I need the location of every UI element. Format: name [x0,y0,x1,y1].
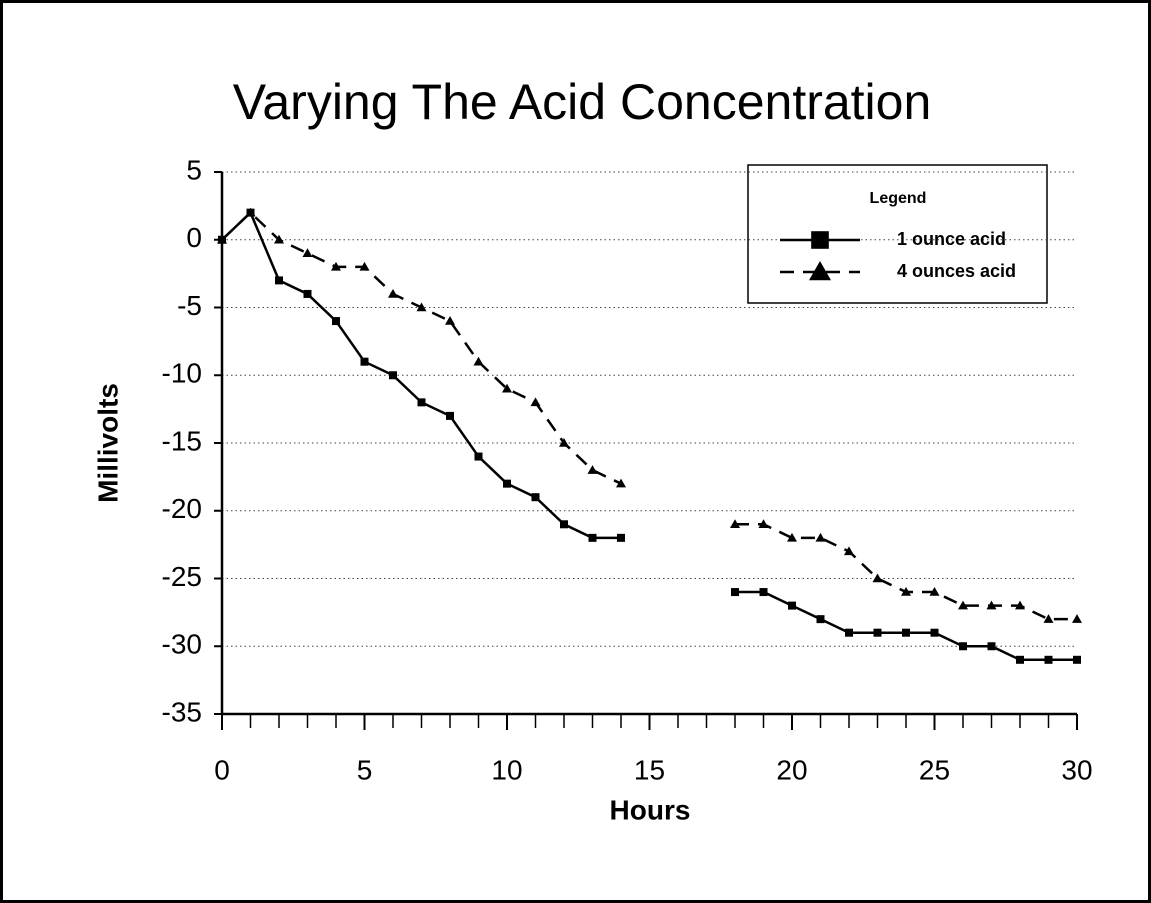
marker [531,493,540,502]
marker [902,628,910,637]
marker [873,628,882,637]
marker [616,478,626,488]
y-tick-label: 5 [186,154,202,185]
marker [274,234,284,244]
marker [759,588,768,597]
marker [588,533,597,542]
marker [445,316,455,325]
y-tick-label: -25 [162,561,202,592]
x-tick-label: 10 [491,754,522,785]
marker [787,532,797,542]
marker [1016,655,1024,664]
marker [587,465,598,474]
y-tick-label: 0 [186,222,202,253]
marker [332,317,340,326]
marker [959,642,967,651]
x-tick-label: 0 [214,754,230,785]
marker [816,615,825,624]
y-axis-label: Millivolts [92,383,123,503]
y-tick-label: -10 [162,358,202,389]
legend-label: 1 ounce acid [897,229,1006,249]
marker [1073,655,1081,664]
marker [416,302,427,312]
marker [930,628,939,637]
x-tick-label: 30 [1061,754,1092,785]
marker [872,573,883,583]
marker [530,397,541,407]
marker [1015,600,1025,610]
marker [359,261,370,271]
x-tick-label: 15 [634,754,665,785]
marker [758,519,769,529]
marker [815,532,826,542]
marker [845,628,853,637]
marker [473,356,484,366]
marker [446,411,454,420]
legend-marker [811,231,829,249]
marker [788,601,796,610]
marker [731,588,739,597]
chart-title: Varying The Acid Concentration [233,74,932,130]
marker [303,289,312,298]
marker [929,587,940,596]
y-tick-label: -35 [162,696,202,727]
marker [1043,614,1054,623]
marker [302,248,313,258]
marker [503,479,511,488]
marker [245,207,256,217]
legend-label: 4 ounces acid [897,261,1016,281]
y-tick-label: -30 [162,629,202,660]
marker [389,371,397,380]
marker [1072,614,1082,623]
y-tick-label: -5 [177,290,202,321]
marker [1044,655,1053,664]
x-tick-label: 20 [776,754,807,785]
marker [360,357,369,366]
legend-title: Legend [870,190,927,207]
x-axis-label: Hours [610,794,691,825]
marker [730,519,740,529]
y-tick-label: -15 [162,425,202,456]
marker [844,546,854,556]
marker [331,261,341,271]
marker [275,276,283,285]
marker [559,438,569,447]
marker [474,452,483,461]
x-tick-label: 5 [357,754,373,785]
legend-marker [809,261,831,281]
y-tick-label: -20 [162,493,202,524]
marker [986,600,997,610]
marker [617,533,625,542]
marker [502,383,512,393]
marker [217,234,227,244]
x-tick-label: 25 [919,754,950,785]
marker [901,587,911,596]
marker [388,288,398,298]
marker [987,642,996,651]
marker [560,520,568,529]
marker [417,398,426,407]
marker [958,600,968,610]
legend-box [747,164,1048,304]
